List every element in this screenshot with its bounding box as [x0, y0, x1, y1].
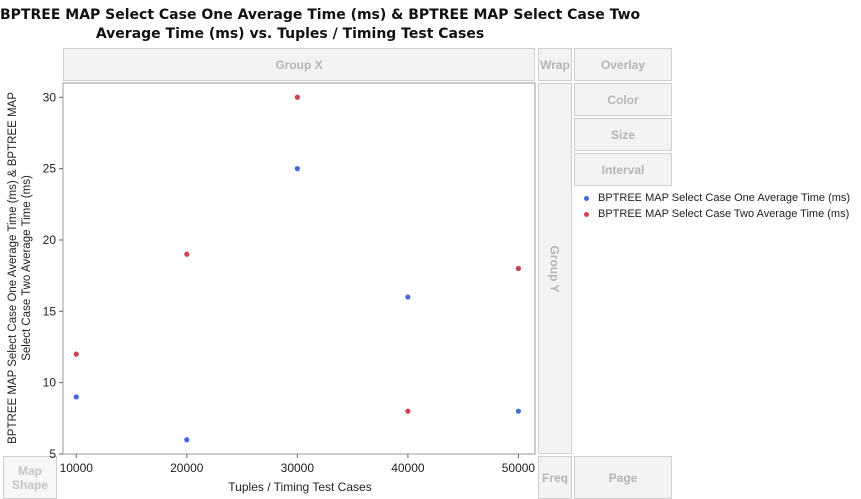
- y-tick-label: 30: [43, 90, 57, 104]
- data-point-series-one[interactable]: [184, 437, 190, 443]
- page-label: Page: [608, 470, 638, 485]
- data-point-series-two[interactable]: [184, 251, 190, 257]
- group-x-label: Group X: [275, 57, 323, 72]
- x-tick-label: 20000: [170, 461, 204, 475]
- y-axis-title-line-1: BPTREE MAP Select Case One Average Time …: [7, 92, 19, 444]
- chart-title-line-1: BPTREE MAP Select Case One Average Time …: [0, 7, 641, 23]
- legend: BPTREE MAP Select Case One Average Time …: [584, 190, 850, 222]
- freq-label: Freq: [541, 470, 568, 485]
- size-zone[interactable]: Size: [574, 118, 672, 151]
- x-tick-label: 30000: [281, 461, 315, 475]
- legend-item-series-one[interactable]: BPTREE MAP Select Case One Average Time …: [584, 190, 850, 206]
- y-tick-label: 10: [43, 376, 57, 390]
- map-shape-zone[interactable]: Map Shape: [3, 456, 57, 499]
- chart-title-line-2: Average Time (ms) vs. Tuples / Timing Te…: [95, 26, 485, 42]
- y-tick-label: 20: [43, 233, 57, 247]
- y-tick-label: 5: [49, 447, 56, 461]
- y-tick-label: 15: [43, 304, 57, 318]
- overlay-zone[interactable]: Overlay: [574, 48, 672, 81]
- chart-title: BPTREE MAP Select Case One Average Time …: [0, 6, 641, 44]
- data-point-series-two[interactable]: [515, 265, 522, 272]
- wrap-label: Wrap: [540, 57, 570, 72]
- interval-label: Interval: [601, 162, 645, 177]
- x-tick-label: 10000: [60, 461, 94, 475]
- data-point-series-two[interactable]: [294, 94, 300, 100]
- legend-label-series-two: BPTREE MAP Select Case Two Average Time …: [598, 208, 850, 220]
- legend-marker-series-two: [584, 211, 589, 217]
- x-tick-label: 50000: [502, 461, 536, 475]
- data-point-series-two[interactable]: [73, 351, 79, 357]
- data-point-series-one[interactable]: [294, 166, 300, 172]
- freq-zone[interactable]: Freq: [538, 456, 572, 499]
- wrap-zone[interactable]: Wrap: [538, 48, 572, 81]
- data-point-series-one[interactable]: [73, 394, 79, 400]
- legend-label-series-one: BPTREE MAP Select Case One Average Time …: [598, 192, 851, 204]
- data-point-series-two[interactable]: [405, 408, 411, 414]
- legend-item-series-two[interactable]: BPTREE MAP Select Case Two Average Time …: [584, 206, 850, 222]
- size-label: Size: [610, 127, 635, 142]
- color-zone[interactable]: Color: [574, 83, 672, 116]
- data-point-series-one[interactable]: [405, 294, 411, 300]
- y-tick-label: 25: [43, 162, 57, 176]
- x-axis-title: Tuples / Timing Test Cases: [228, 480, 371, 494]
- map-shape-label: Map Shape: [11, 463, 48, 492]
- plot-area-frame: [62, 82, 536, 455]
- y-axis-title-line-2: Select Case Two Average Time (ms): [21, 175, 33, 361]
- interval-zone[interactable]: Interval: [574, 153, 672, 186]
- group-y-zone[interactable]: Group Y: [538, 83, 572, 454]
- group-x-zone[interactable]: Group X: [63, 48, 535, 81]
- x-tick-label: 40000: [391, 461, 425, 475]
- legend-marker-series-one: [584, 195, 589, 201]
- overlay-label: Overlay: [600, 57, 646, 72]
- color-label: Color: [607, 92, 639, 107]
- data-point-series-one[interactable]: [515, 408, 522, 414]
